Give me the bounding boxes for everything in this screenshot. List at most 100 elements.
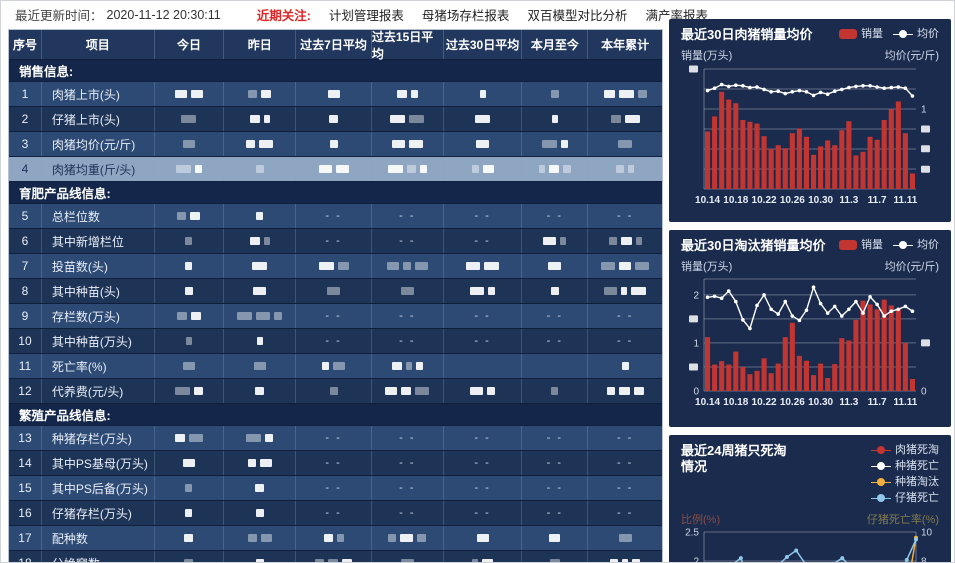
bar [803, 360, 810, 391]
price-point [804, 308, 809, 313]
table-row[interactable]: 15 其中PS后备(万头) - - - - - - - - - - [9, 476, 662, 501]
table-body: 销售信息: 1 肉猪上市(头) 2 仔猪上市(头) 3 肉猪均价(元/斤) 4 肉猪均重(斤/头… [9, 60, 662, 562]
redacted-value [261, 90, 272, 98]
price-point [825, 92, 830, 96]
redacted-value [247, 459, 256, 467]
bar [726, 99, 732, 189]
price-point [903, 86, 908, 90]
price-point [889, 85, 894, 90]
redacted-value [604, 287, 618, 295]
x-tick-label: 11.7 [868, 397, 887, 408]
row-number: 6 [9, 229, 42, 253]
legend-item[interactable]: 肉猪死淘 [871, 443, 939, 457]
table-row[interactable]: 11 死亡率(%) [9, 354, 662, 379]
value-cell [296, 132, 372, 156]
legend-item[interactable]: 均价 [893, 27, 939, 41]
chart-panel-2: 最近24周猪只死淘情况 肉猪死淘 种猪死亡 种猪淘汰 仔猪死亡 比例(%) 仔猪死亡率(%)… [669, 435, 951, 562]
bar [775, 145, 781, 189]
table-row[interactable]: 2 仔猪上市(头) [9, 107, 662, 132]
legend-item[interactable]: 种猪淘汰 [871, 475, 939, 489]
redacted-value [274, 312, 283, 320]
left-axis-label: 比例(%) [681, 514, 721, 526]
table-header-row: 序号 项目 今日 昨日 过去7日平均 过去15日平均 过去30日平均 本月至今 本年累计 [9, 30, 662, 61]
no-data-dashes: - - [474, 432, 491, 444]
redacted-value [322, 362, 330, 370]
redacted-value [188, 434, 203, 442]
value-cell: - - [588, 329, 662, 353]
axis-tick-label: 10 [921, 528, 933, 539]
bar [832, 145, 838, 189]
redacted-value [260, 534, 272, 542]
legend-item[interactable]: 销量 [839, 27, 883, 41]
price-point [910, 94, 915, 98]
topbar-link-0[interactable]: 计划管理报表 [328, 9, 404, 23]
redacted-value [548, 262, 562, 270]
legend-label: 均价 [917, 28, 939, 40]
redacted-value [471, 165, 479, 173]
value-cell: - - [296, 329, 372, 353]
value-cell: - - [588, 204, 662, 228]
no-data-dashes: - - [546, 310, 564, 322]
axis-tick-label: 0 [693, 387, 699, 398]
value-cell: - - [444, 204, 523, 228]
table-row[interactable]: 14 其中PS基母(万头) - - - - - - - - - - [9, 451, 662, 476]
table-row[interactable]: 7 投苗数(头) [9, 254, 662, 279]
legend-item[interactable]: 种猪死亡 [871, 459, 939, 473]
redacted-value [541, 140, 557, 148]
redacted-value [400, 534, 414, 542]
redacted-value [190, 90, 203, 98]
value-cell [224, 157, 297, 181]
axis-label-row: 销量(万头) 均价(元/斤) [681, 258, 939, 274]
price-point [705, 88, 710, 93]
table-row[interactable]: 1 肉猪上市(头) [9, 82, 662, 107]
x-tick-label: 11.11 [893, 397, 917, 408]
legend-item[interactable]: 仔猪死亡 [871, 491, 939, 505]
x-tick-label: 10.22 [752, 195, 777, 206]
value-cell [444, 526, 523, 550]
topbar-link-1[interactable]: 母猪场存栏报表 [421, 9, 510, 23]
table-row[interactable]: 6 其中新增栏位 - - - - - - [9, 229, 662, 254]
redacted-value [328, 559, 339, 562]
row-item-label: 其中PS后备(万头) [42, 476, 155, 500]
table-row[interactable]: 13 种猪存栏(万头) - - - - - - - - - - [9, 426, 662, 451]
value-cell: - - [296, 476, 372, 500]
bar [719, 91, 725, 189]
topbar-link-2[interactable]: 双百模型对比分析 [527, 9, 628, 23]
row-number: 10 [9, 329, 42, 353]
table-row[interactable]: 17 配种数 [9, 526, 662, 551]
price-point [719, 296, 724, 301]
value-cell [444, 379, 523, 403]
legend-label: 销量 [861, 239, 883, 251]
value-cell [372, 354, 444, 378]
table-row[interactable]: 3 肉猪均价(元/斤) [9, 132, 662, 157]
table-row[interactable]: 16 仔猪存栏(万头) - - - - - - - - - - [9, 501, 662, 526]
table-row[interactable]: 12 代养费(元/头) [9, 379, 662, 404]
legend-item[interactable]: 均价 [893, 238, 939, 252]
row-item-label: 配种数 [42, 526, 155, 550]
legend-line-swatch [893, 240, 913, 250]
value-cell [155, 501, 225, 525]
table-row[interactable]: 10 其中种苗(万头) - - - - - - - - - - [9, 329, 662, 354]
column-header: 本月至今 [522, 30, 589, 59]
value-cell [522, 132, 589, 156]
value-cell [588, 254, 662, 278]
redacted-value [336, 534, 344, 542]
redacted-value [414, 262, 428, 270]
redacted-value [610, 115, 621, 123]
legend-item[interactable]: 销量 [839, 238, 883, 252]
value-cell: - - [296, 304, 372, 328]
value-cell [522, 354, 589, 378]
table-row[interactable]: 4 肉猪均重(斤/头) [9, 157, 662, 182]
price-point [797, 318, 802, 323]
bar [761, 136, 767, 189]
table-row[interactable]: 9 存栏数(万头) - - - - - - - - - - [9, 304, 662, 329]
table-row[interactable]: 5 总栏位数 - - - - - - - - - - [9, 204, 662, 229]
legend-line-swatch [871, 445, 891, 455]
table-row[interactable]: 8 其中种苗(头) [9, 279, 662, 304]
row-item-label: 其中PS基母(万头) [42, 451, 155, 475]
table-row[interactable]: 18分娩窝数 [9, 551, 662, 562]
redacted-value [256, 212, 264, 220]
redacted-value [176, 312, 187, 320]
redacted-value [185, 509, 193, 517]
redacted-value [603, 90, 615, 98]
